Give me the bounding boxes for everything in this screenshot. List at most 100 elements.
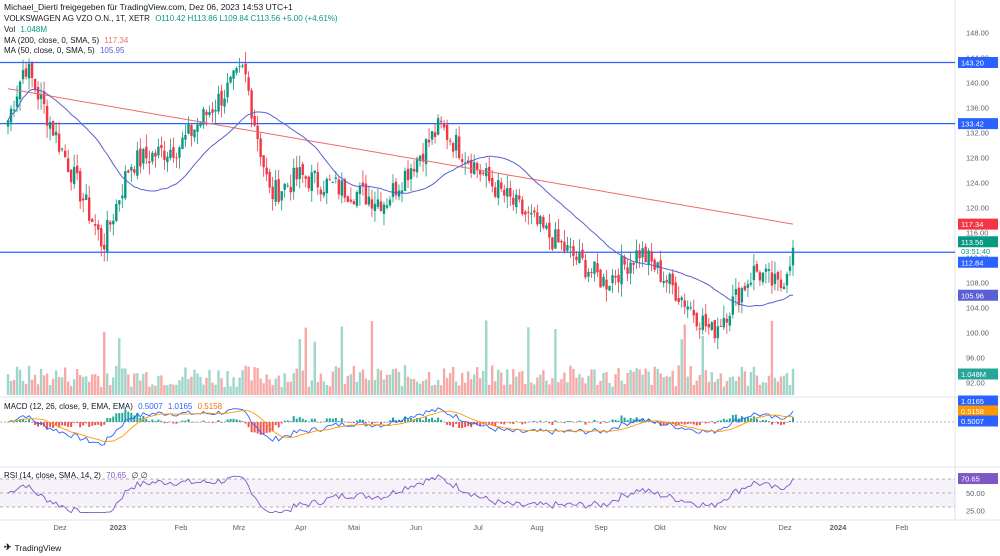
tradingview-logo-icon: ✈ [4,542,12,552]
volume-bar [749,372,753,395]
macd-histogram-bar [740,416,743,422]
volume-bar [244,365,247,395]
volume-bar [51,378,55,395]
candle-body [367,196,371,205]
volume-bar [328,386,332,395]
macd-histogram-bar [130,412,133,422]
time-tick-label: Aug [530,523,543,532]
rsi-legend[interactable]: RSI (14, close, SMA, 14, 2) 70.65 ∅ ∅ [4,471,151,481]
ma200-legend[interactable]: MA (200, close, 0, SMA, 5) 117.34 [4,36,131,46]
macd-histogram-bar [307,421,310,423]
candle-body [133,169,136,173]
volume-bar [160,375,163,395]
volume-bar [124,368,127,395]
volume-bar [382,379,386,395]
candle-body [509,187,512,197]
macd-histogram-bar [220,422,223,423]
candle-body [304,176,307,179]
badge-ma50: 105.96 [961,291,984,300]
macd-histogram-bar [452,422,455,428]
volume-bar [48,385,52,395]
macd-histogram-bar [503,422,506,425]
candle-body [232,70,235,79]
price-tick-label: 136.00 [966,104,989,113]
badge-macd-bg [958,415,998,427]
volume-bar [418,383,422,395]
candle-body [689,307,692,309]
volume-bar [710,372,713,395]
volume-bar [202,384,205,395]
candle-body [602,276,605,286]
footer[interactable]: ✈ TradingView [4,542,61,553]
macd-histogram-bar [70,422,73,428]
volume-bar [280,386,283,395]
candle-body [283,183,286,190]
macd-histogram-bar [370,422,373,424]
volume-bar [301,370,304,395]
macd-histogram-bar [169,421,172,423]
volume-bar [518,372,521,395]
candle-body [584,259,587,278]
badge-support: 112.84 [961,258,983,267]
candle-body [349,199,353,202]
macd-histogram-bar [46,422,49,430]
price-tick-label: 140.00 [966,79,989,88]
volume-bar [307,386,310,395]
volume-bar [695,380,698,395]
macd-histogram-bar [713,422,716,424]
candle-body [524,211,527,215]
macd-histogram-bar [527,422,530,423]
rsi-tick-label: 50.00 [966,489,985,498]
candle-body [758,272,762,281]
macd-histogram-bar [596,421,599,422]
macd-histogram-bar [785,422,788,423]
macd-histogram-bar [175,422,178,424]
volume-bar [764,382,768,395]
macd-histogram-bar [773,422,776,423]
volume-bar [316,382,319,395]
volume-value: 1.048M [20,25,48,34]
candle-body [271,186,274,200]
candle-body [130,167,133,171]
volume-bar [361,369,365,395]
volume-bar [533,384,536,395]
volume-bar [626,372,629,395]
volume-bar [719,373,723,395]
macd-histogram-bar [385,422,388,423]
candle-body [506,188,509,197]
volume-bar [271,384,274,395]
macd-histogram-bar [376,422,379,423]
volume-legend[interactable]: Vol 1.048M [4,25,50,35]
macd-histogram-bar [689,422,692,424]
volume-bar [566,382,569,395]
ma50-legend[interactable]: MA (50, close, 0, SMA, 5) 105.95 [4,46,127,56]
tradingview-brand: TradingView [14,542,62,553]
macd-histogram-bar [422,420,425,422]
candle-body [719,325,723,327]
volume-bar [169,383,172,395]
volume-bar [752,366,756,395]
macd-histogram-bar [551,422,554,425]
candle-body [307,176,310,189]
candle-body [749,282,753,285]
volume-bar [250,380,253,395]
candle-body [172,147,175,158]
volume-bar [779,376,783,395]
volume-bar [60,377,64,395]
volume-bar [106,373,109,395]
macd-histogram-bar [49,422,52,427]
volume-bar [488,384,491,395]
candle-body [575,256,578,261]
macd-legend[interactable]: MACD (12, 26, close, 9, EMA, EMA) 0.5007… [4,402,225,412]
volume-bar [72,379,76,395]
candle-body [51,121,55,136]
volume-bar [268,379,271,395]
candle-body [466,160,470,163]
candle-body [24,68,28,77]
time-tick-label: 2024 [830,523,848,532]
volume-bar [18,369,22,395]
candle-body [226,82,229,98]
candle-body [196,124,199,132]
price-tick-label: 120.00 [966,204,989,213]
